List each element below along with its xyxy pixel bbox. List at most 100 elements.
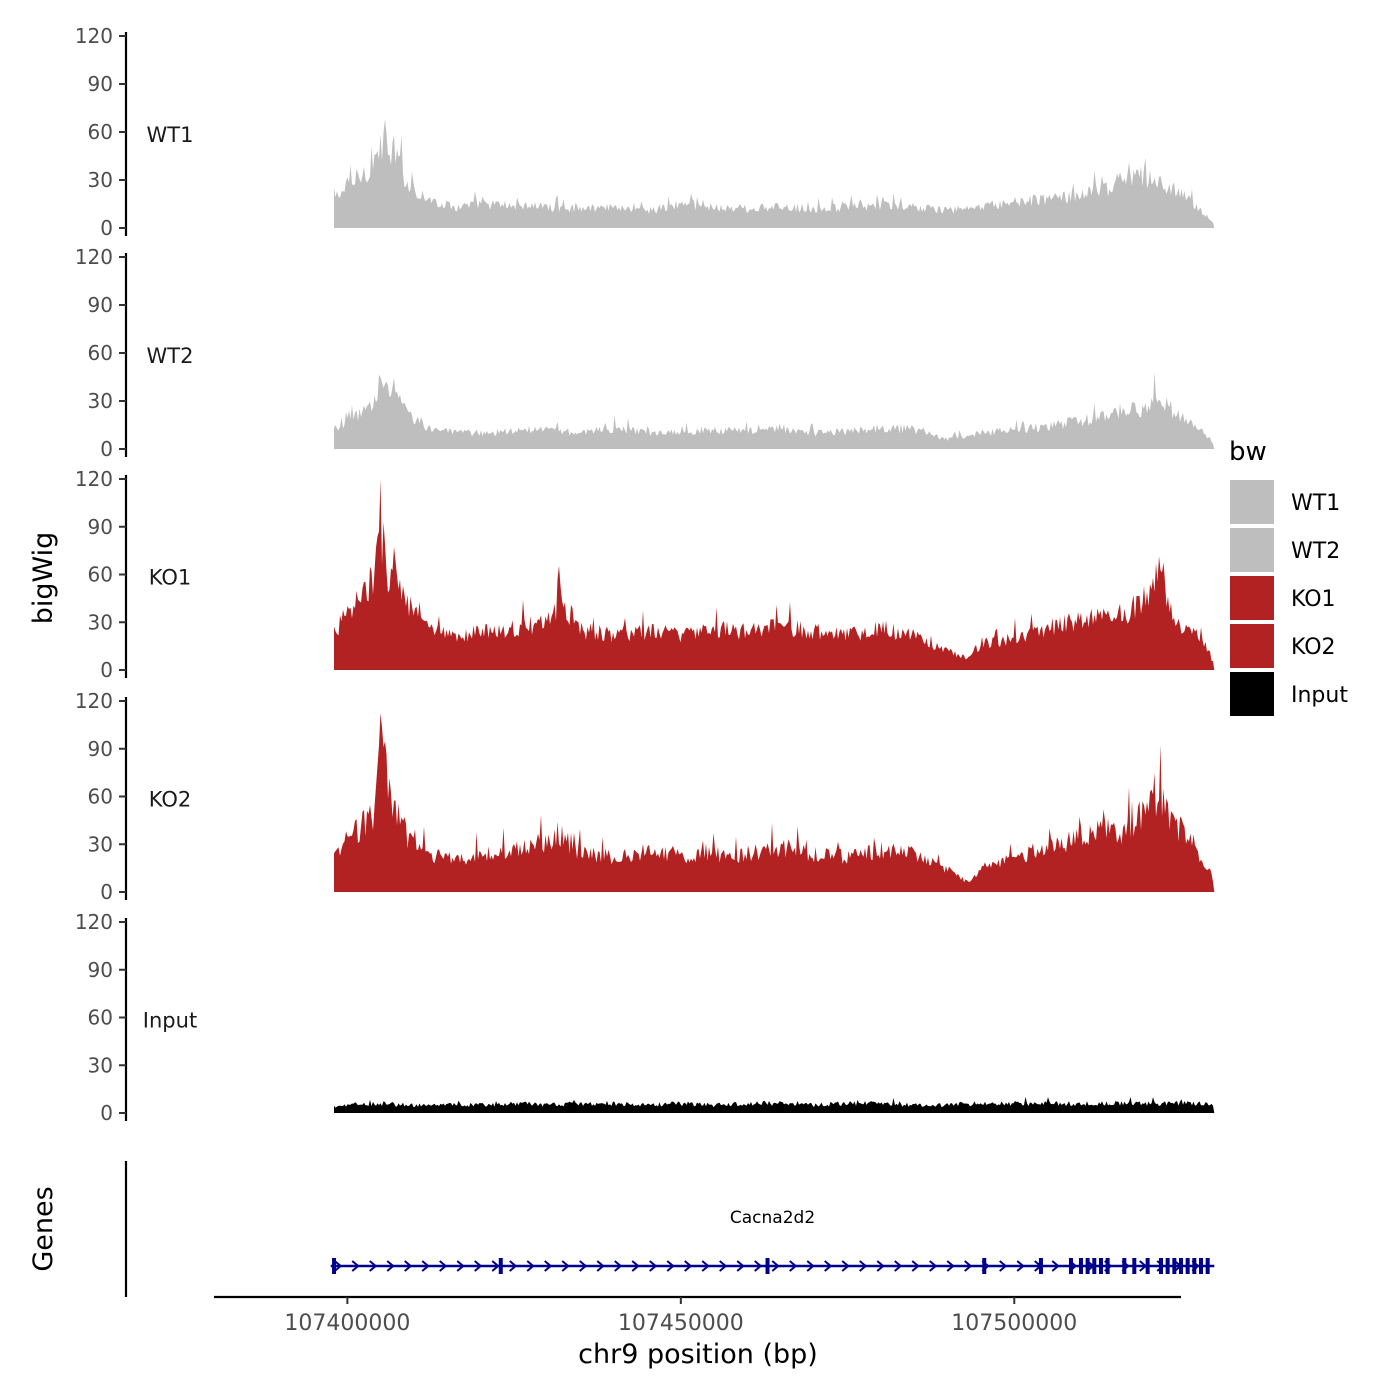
strand-arrow (964, 1260, 973, 1272)
strand-arrow (806, 1260, 815, 1272)
exon (1145, 1258, 1150, 1274)
exon (1185, 1258, 1190, 1274)
x-axis: 107400000 107450000 107500000 (214, 1295, 1181, 1336)
y-tick-label: 60 (88, 785, 113, 809)
exon (1205, 1258, 1210, 1274)
exon (1098, 1258, 1103, 1274)
y-tick-label: 30 (88, 168, 113, 192)
exon (332, 1258, 337, 1274)
y-tick-label: 90 (88, 737, 113, 761)
exon (498, 1258, 503, 1274)
exon (1105, 1258, 1110, 1274)
y-tick-label: 30 (88, 832, 113, 856)
track-label: WT1 (147, 123, 194, 147)
legend-label-input: Input (1291, 683, 1348, 708)
gene-model: Cacna2d2 (330, 1208, 1215, 1274)
strand-arrow (719, 1260, 728, 1272)
exon (1085, 1258, 1090, 1274)
y-tick-label: 90 (88, 958, 113, 982)
strand-arrow (1051, 1260, 1060, 1272)
y-tick-label: 120 (75, 910, 113, 934)
strand-arrow (631, 1260, 640, 1272)
x-tick-label: 107500000 (951, 1311, 1077, 1336)
panel-wt1: 0 30 60 90 120 WT1 (75, 24, 1215, 240)
x-tick-label: 107450000 (618, 1311, 744, 1336)
strand-arrow (736, 1260, 745, 1272)
x-axis-title: chr9 position (bp) (578, 1339, 818, 1370)
strand-arrow (526, 1260, 535, 1272)
strand-arrow (911, 1260, 920, 1272)
y-axis-title: bigWig (28, 532, 59, 625)
track-panels: 0306090120WT10306090120WT20306090120KO10… (75, 24, 1215, 1125)
y-tick-label: 120 (75, 24, 113, 48)
strand-arrow (876, 1260, 885, 1272)
strand-arrow (456, 1260, 465, 1272)
y-tick-label: 120 (75, 689, 113, 713)
legend: bw WT1 WT2 KO1 KO2 Input (1229, 437, 1348, 716)
gene-label: Cacna2d2 (730, 1208, 815, 1228)
legend-key-wt1 (1230, 480, 1274, 524)
signal-area-ko2 (334, 713, 1215, 892)
legend-label-wt2: WT2 (1291, 539, 1340, 564)
strand-arrow (334, 1260, 343, 1272)
y-tick-label: 0 (100, 437, 113, 461)
x-tick-label: 107400000 (284, 1311, 410, 1336)
signal-area-ko1 (334, 479, 1215, 670)
legend-label-ko1: KO1 (1291, 587, 1336, 612)
legend-label-wt1: WT1 (1291, 491, 1340, 516)
exon (1078, 1258, 1083, 1274)
y-tick-label: 60 (88, 341, 113, 365)
exon (1092, 1258, 1097, 1274)
strand-arrow (649, 1260, 658, 1272)
strand-arrow (824, 1260, 833, 1272)
exon (1068, 1258, 1073, 1274)
signal-area-wt2 (334, 371, 1215, 449)
strand-arrow (596, 1260, 605, 1272)
track-label: KO2 (149, 788, 192, 812)
strand-arrow (491, 1260, 500, 1272)
exon (1199, 1258, 1204, 1274)
strand-arrow (946, 1260, 955, 1272)
exon (1038, 1258, 1043, 1274)
panel-input: 0 30 60 90 120 Input (75, 910, 1215, 1125)
exon (1132, 1258, 1137, 1274)
strand-arrow (754, 1260, 763, 1272)
exon (1172, 1258, 1177, 1274)
strand-arrow (544, 1260, 553, 1272)
y-tick-label: 120 (75, 467, 113, 491)
genes-panel: Cacna2d2 (124, 1161, 1215, 1297)
strand-arrow (579, 1260, 588, 1272)
strand-arrow (509, 1260, 518, 1272)
y-tick-label: 30 (88, 610, 113, 634)
legend-key-input (1230, 672, 1274, 716)
exon (765, 1258, 770, 1274)
y-tick-label: 60 (88, 1006, 113, 1030)
strand-arrow (859, 1260, 868, 1272)
exon (1192, 1258, 1197, 1274)
y-tick-label: 30 (88, 1053, 113, 1077)
y-tick-label: 90 (88, 293, 113, 317)
strand-arrow (894, 1260, 903, 1272)
strand-arrow (386, 1260, 395, 1272)
panel-ko2: 0 30 60 90 120 KO2 (75, 689, 1215, 904)
y-tick-label: 120 (75, 245, 113, 269)
y-tick-label: 90 (88, 515, 113, 539)
strand-arrow (1016, 1260, 1025, 1272)
strand-arrow (701, 1260, 710, 1272)
strand-arrow (369, 1260, 378, 1272)
track-label: WT2 (147, 344, 194, 368)
strand-arrow (474, 1260, 483, 1272)
strand-arrow (404, 1260, 413, 1272)
strand-arrow (666, 1260, 675, 1272)
legend-label-ko2: KO2 (1291, 635, 1336, 660)
panel-wt2: 0 30 60 90 120 WT2 (75, 245, 1215, 461)
strand-arrow (929, 1260, 938, 1272)
signal-area-input (334, 1096, 1215, 1113)
strand-arrow (999, 1260, 1008, 1272)
strand-arrow (841, 1260, 850, 1272)
strand-arrow (351, 1260, 360, 1272)
strand-arrow (421, 1260, 430, 1272)
genes-axis-title: Genes (28, 1186, 59, 1271)
track-label: KO1 (149, 566, 192, 590)
